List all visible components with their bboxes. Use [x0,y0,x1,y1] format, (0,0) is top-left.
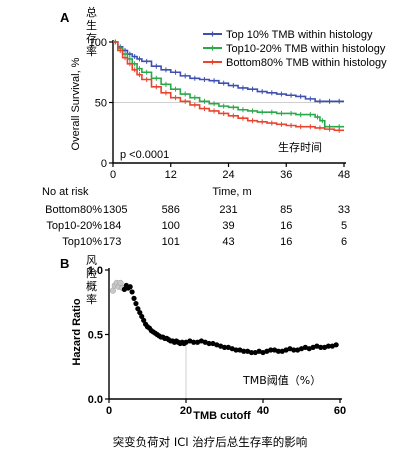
risk-cell: 1305 [103,204,127,216]
panel-b-point [325,343,332,349]
risk-cell: 43 [222,236,234,248]
panel-b-y-tick-label: 0.0 [88,394,103,406]
panel-a-annotation: 生存时间 [278,140,322,154]
risk-cell: 16 [280,236,292,248]
panel-b-letter: B [60,256,69,271]
panel-b-point [291,347,297,353]
panel-b-point-faded [109,287,116,294]
panel-a-y-tick-label: 0 [101,158,107,170]
panel-a: A 总生存率 Overall Survival, % 0 50 100 0 12 24 36… [42,5,387,248]
panel-b-x-tick-label: 0 [106,405,112,417]
panel-a-survival-curves [113,39,344,133]
risk-cell: 100 [162,220,180,232]
panel-b-x-tick-label: 20 [180,405,192,417]
panel-a-x-axis-title: Time, m [212,186,251,198]
panel-b-point [275,348,281,354]
panel-b-point [248,349,255,356]
panel-b-point-faded [117,279,124,286]
risk-cell: 101 [162,236,180,248]
panel-a-y-axis-title: Overall Survival, % [70,57,82,150]
panel-b-point [137,309,143,316]
panel-b-point [318,344,324,350]
panel-a-pvalue: p <0.0001 [120,149,169,161]
panel-b-axes: 0.0 0.5 1.0 0 20 40 60 [88,265,346,417]
panel-b-y-tick-label: 0.5 [88,330,103,342]
risk-cell: 184 [103,220,121,232]
risk-cell: 33 [338,204,350,216]
panel-a-side-label: 总生存率 [86,5,97,58]
panel-a-legend: Top 10% TMB within histology Top10-20% TM… [203,29,387,69]
risk-table-title: No at risk [42,186,89,198]
panel-a-x-tick-label: 0 [110,169,116,181]
panel-b-point [129,289,135,295]
panel-a-x-tick-label: 12 [165,169,177,181]
panel-b-point [131,295,137,301]
panel-a-axes: 0 50 100 0 12 24 36 48 [89,37,350,181]
risk-cell: 85 [280,204,292,216]
panel-b-point [141,317,147,323]
legend-label-3: Bottom80% TMB within histology [226,57,387,69]
panel-b-x-axis-title: TMB cutoff [193,410,251,422]
panel-b-y-tick-label: 1.0 [88,265,103,277]
panel-b-point [333,342,339,348]
panel-b-x-tick-label: 40 [257,405,269,417]
panel-a-y-tick-label: 50 [95,98,107,110]
panel-a-risk-table: No at risk Bottom80% 1305 586 231 85 33 Top10-2… [42,186,350,248]
panel-a-letter: A [60,10,70,25]
risk-cell: 173 [103,236,121,248]
panel-b-point [135,306,141,312]
panel-b-points [109,279,339,356]
panel-b-point [191,339,197,345]
risk-cell: 39 [222,220,234,232]
risk-cell: 231 [219,204,237,216]
panel-b-annotation: TMB阈值（%） [242,373,321,387]
panel-a-curve-3 [113,41,344,132]
panel-a-x-tick-label: 48 [338,169,350,181]
risk-cell: 16 [280,220,292,232]
panel-b: B 风险概率 Hazard Ratio 0.0 0.5 1.0 0 20 40 60 TMB… [60,254,346,422]
panel-b-point [133,300,139,307]
risk-cell: 5 [341,220,347,232]
risk-row-label: Top10% [62,236,102,248]
legend-label-1: Top 10% TMB within histology [226,29,373,41]
panel-b-x-tick-label: 60 [334,405,346,417]
panel-b-point [241,348,247,354]
panel-b-point [206,340,212,347]
panel-b-side-label: 风险概率 [86,254,97,306]
panel-b-y-axis-title: Hazard Ratio [71,298,83,366]
risk-row-label: Top10-20% [46,220,102,232]
risk-cell: 6 [341,236,347,248]
risk-row-label: Bottom80% [45,204,102,216]
panel-b-point [127,284,133,290]
figure-caption: 突变负荷对 ICI 治疗后总生存率的影响 [113,435,308,449]
risk-cell: 586 [162,204,180,216]
panel-b-point [233,347,239,353]
panel-b-point [268,347,274,353]
panel-a-x-tick-label: 36 [280,169,292,181]
legend-label-2: Top10-20% TMB within histology [226,43,386,55]
panel-a-x-tick-label: 24 [222,169,234,181]
panel-b-point [139,313,145,320]
panel-a-y-tick-label: 100 [89,37,107,49]
panel-b-point [221,344,228,350]
